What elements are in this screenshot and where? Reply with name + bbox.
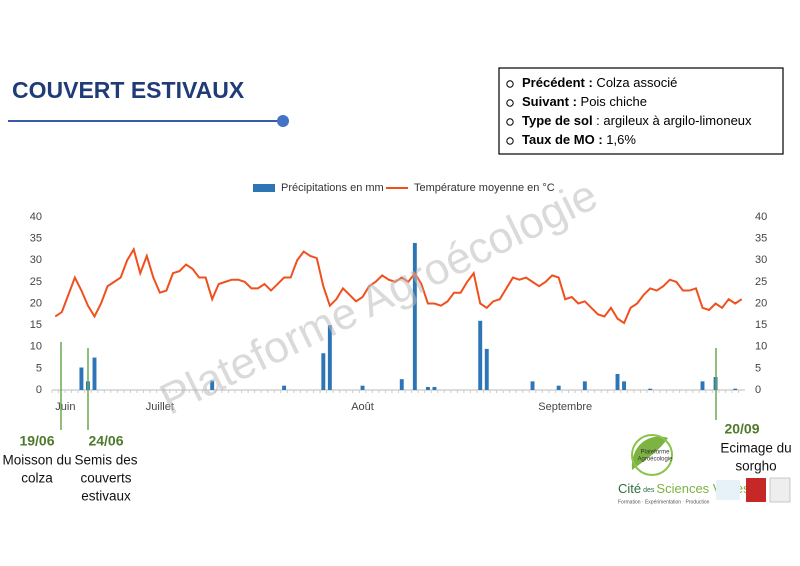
info-text: : argileux à argilo-limoneux — [593, 113, 752, 128]
legend-label: Température moyenne en °C — [414, 182, 555, 194]
bar — [478, 320, 483, 390]
logo-text: Agroécologie — [637, 457, 673, 463]
bullet — [506, 80, 514, 88]
info-box — [498, 67, 784, 155]
bar — [622, 381, 627, 390]
logo-name-a: Cité — [618, 481, 641, 496]
bar — [484, 348, 489, 390]
logo: Plateforme Agroécologie Cité des Sciences … — [618, 434, 791, 505]
x-tick-label: Août — [351, 401, 374, 413]
x-tick-label: Septembre — [538, 401, 592, 413]
watermark: Plateforme Agroécologie — [153, 170, 605, 424]
y2-tick-label: 10 — [755, 341, 767, 353]
info-text: 1,6% — [603, 132, 637, 147]
bar — [210, 380, 215, 390]
bar — [79, 367, 84, 390]
logo-tagline: Formation · Expérimentation · Production — [618, 499, 710, 505]
y-tick-label: 15 — [30, 319, 42, 331]
logo-leaf — [631, 436, 668, 470]
y2-tick-label: 40 — [755, 211, 767, 223]
annotation-text: sorgho — [735, 459, 776, 474]
logo-ring — [631, 434, 673, 476]
info-label: Taux de MO : — [522, 132, 603, 147]
bar — [425, 386, 430, 390]
info-text: Colza associé — [593, 75, 678, 90]
bullet — [506, 118, 514, 126]
slide-title: COUVERT ESTIVAUX — [12, 77, 245, 103]
bar — [733, 388, 738, 390]
annotation-text: Moisson du — [2, 453, 71, 468]
x-tick-label: Juin — [55, 401, 75, 413]
y-tick-label: 30 — [30, 254, 42, 266]
info-item: Type de sol : argileux à argilo-limoneux — [522, 113, 752, 128]
info-label: Suivant : — [522, 94, 577, 109]
y2-tick-label: 15 — [755, 319, 767, 331]
y2-tick-label: 5 — [755, 362, 761, 374]
x-tick-label: Juillet — [146, 401, 174, 413]
y2-tick-label: 20 — [755, 297, 767, 309]
bar — [615, 373, 620, 390]
legend-label: Précipitations en mm — [281, 182, 384, 194]
info-item: Taux de MO : 1,6% — [522, 132, 636, 147]
y-tick-label: 40 — [30, 211, 42, 223]
annotations: 19/06 Moisson du colza 24/06 Semis des couver… — [2, 342, 792, 504]
bar — [432, 386, 437, 390]
info-item: Précédent : Colza associé — [522, 75, 677, 90]
bar — [399, 379, 404, 390]
y-tick-label: 5 — [36, 362, 42, 374]
line — [54, 246, 743, 325]
annotation-text: Semis des — [74, 453, 137, 468]
info-list: Précédent : Colza associé Suivant : Pois … — [506, 75, 752, 147]
partner-logo — [746, 478, 766, 502]
annotation-text: colza — [21, 471, 53, 486]
bar — [412, 242, 417, 390]
bar — [282, 385, 287, 390]
bar — [327, 325, 332, 390]
bar — [648, 388, 653, 390]
bullet — [506, 99, 514, 107]
annotation-date: 24/06 — [88, 433, 123, 449]
partner-logo — [716, 480, 740, 500]
annotation-text: estivaux — [81, 489, 131, 504]
bar — [556, 385, 561, 390]
bar — [582, 381, 587, 390]
annotation-text: couverts — [80, 471, 131, 486]
annotation-date: 20/09 — [724, 421, 759, 437]
bullet — [506, 137, 514, 145]
y-tick-label: 35 — [30, 233, 42, 245]
info-text: Pois chiche — [577, 94, 647, 109]
annotation-text: Ecimage du — [720, 441, 791, 456]
bar — [530, 381, 535, 390]
bar — [321, 353, 326, 390]
info-label: Type de sol — [522, 113, 593, 128]
y-tick-label: 0 — [36, 384, 42, 396]
chart: 0 5 10 15 20 25 30 35 40 0 5 10 15 20 25 30 35 40 Juin Juil… — [30, 182, 768, 413]
y2-tick-label: 0 — [755, 384, 761, 396]
info-item: Suivant : Pois chiche — [522, 94, 647, 109]
partner-logo — [769, 477, 791, 503]
y-tick-label: 20 — [30, 297, 42, 309]
bar — [92, 357, 97, 390]
annotation-date: 19/06 — [19, 433, 54, 449]
title-dot — [277, 115, 289, 127]
bar — [360, 385, 365, 390]
y2-tick-label: 30 — [755, 254, 767, 266]
info-label: Précédent : — [522, 75, 593, 90]
y-tick-label: 25 — [30, 276, 42, 288]
legend-swatch — [253, 184, 275, 192]
logo-name-b: des — [643, 487, 655, 494]
y-tick-label: 10 — [30, 341, 42, 353]
bar — [700, 381, 705, 390]
logo-text: Plateforme — [640, 450, 670, 456]
y2-tick-label: 25 — [755, 276, 767, 288]
y2-tick-label: 35 — [755, 233, 767, 245]
